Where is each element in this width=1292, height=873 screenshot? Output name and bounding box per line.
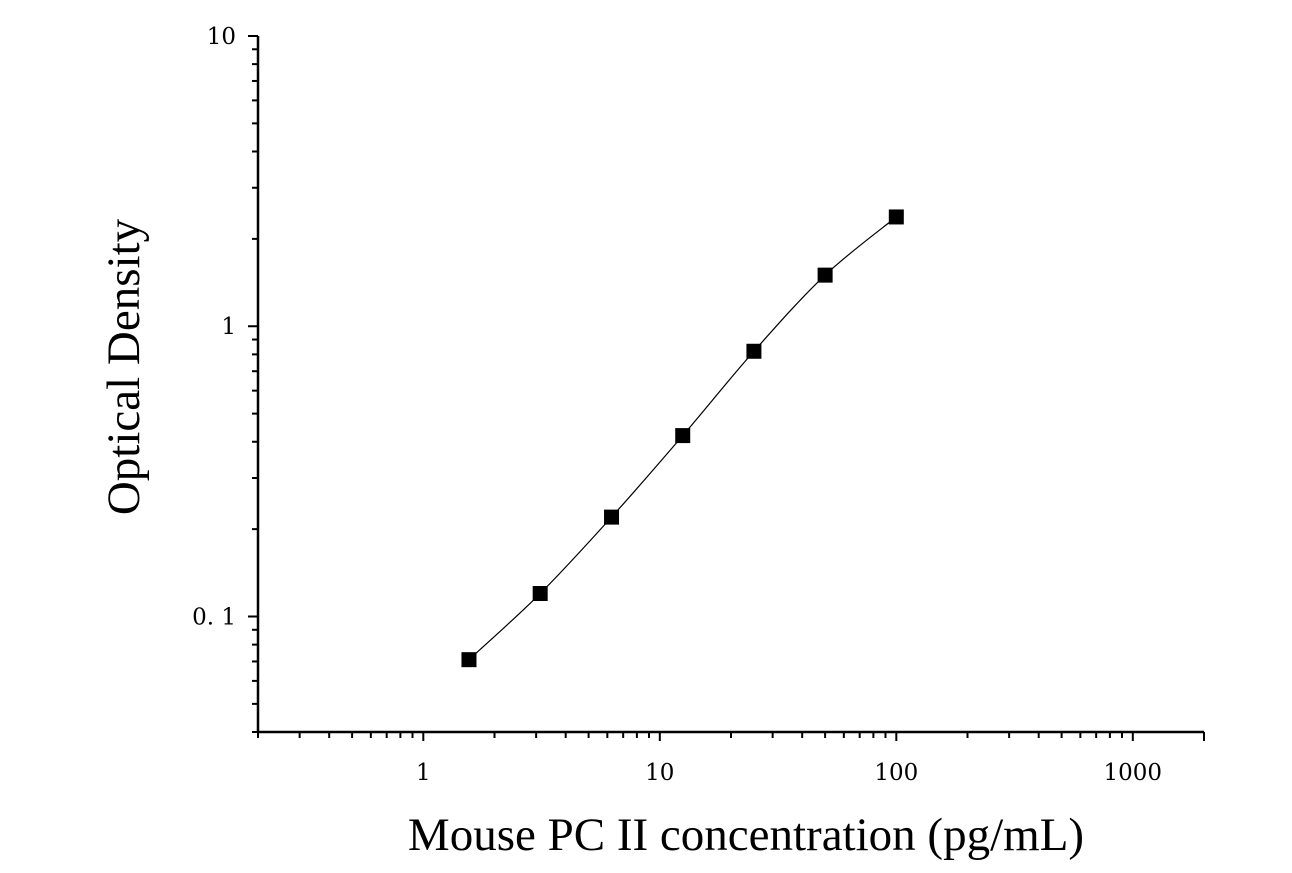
data-point: [604, 509, 620, 525]
y-axis-title: Optical Density: [98, 218, 150, 515]
data-point: [461, 652, 477, 668]
x-tick-label: 1: [416, 760, 431, 786]
plot-area: 0. 1 1 10 1 10 100 1000: [192, 24, 1205, 786]
data-points: [461, 209, 904, 668]
y-tick-label: 10: [207, 24, 236, 50]
y-axis-tick-labels: 0. 1 1 10: [192, 24, 236, 630]
x-tick-label: 10: [645, 760, 674, 786]
x-axis-ticks: [257, 732, 1205, 741]
data-point: [532, 586, 548, 602]
y-tick-label: 0. 1: [192, 604, 236, 630]
y-tick-label: 1: [221, 314, 236, 340]
x-tick-label: 100: [874, 760, 918, 786]
data-point: [888, 209, 904, 225]
x-axis-title: Mouse PC II concentration (pg/mL): [408, 809, 1084, 861]
x-tick-label: 1000: [1104, 760, 1163, 786]
data-point: [817, 267, 833, 283]
data-point: [675, 428, 691, 444]
data-point: [746, 343, 762, 359]
y-axis-ticks: [248, 35, 258, 733]
x-axis-tick-labels: 1 10 100 1000: [416, 760, 1162, 786]
